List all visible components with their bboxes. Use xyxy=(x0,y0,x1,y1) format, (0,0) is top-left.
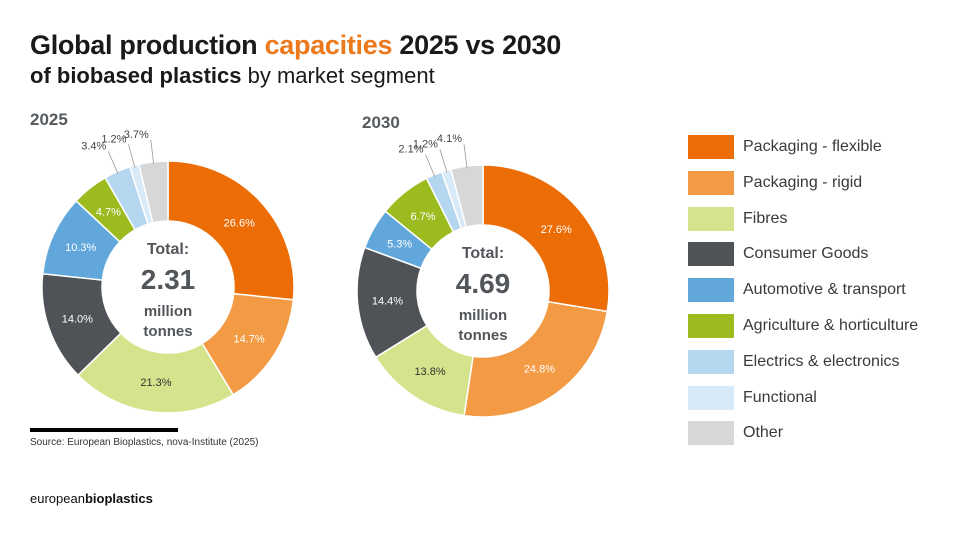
slice-label: 4.1% xyxy=(437,133,462,145)
donut-chart-2030: 27.6% 24.8% 13.8% 14.4% 5.3% 6.7% 2.1%1.2%4.1%… xyxy=(356,133,610,418)
legend-swatch xyxy=(688,135,734,159)
center-total-value: 4.69 xyxy=(456,268,511,299)
legend-swatch xyxy=(688,278,734,303)
chart-subtitle: of biobased plastics by market segment xyxy=(30,63,435,89)
slice-label: 3.7% xyxy=(124,129,149,141)
slice-label: 27.6% xyxy=(541,224,572,236)
leader-line xyxy=(128,144,136,168)
year-label-2030: 2030 xyxy=(362,113,400,132)
title-part2: 2025 vs 2030 xyxy=(392,30,561,60)
legend-item: Packaging - rigid xyxy=(688,170,918,195)
slice-label: 24.8% xyxy=(524,364,555,376)
legend-swatch xyxy=(688,206,734,231)
center-total-label: Total: xyxy=(462,245,504,262)
slice-label: 13.8% xyxy=(414,366,445,378)
legend-label: Packaging - flexible xyxy=(743,138,882,155)
donut-slice xyxy=(76,332,235,414)
legend-item: Fibres xyxy=(688,206,918,231)
legend-item: Packaging - flexible xyxy=(688,135,918,159)
legend-label: Automotive & transport xyxy=(743,281,906,299)
legend-swatch xyxy=(688,421,734,446)
legend-label: Electrics & electronics xyxy=(743,352,900,370)
slice-label: 21.3% xyxy=(140,377,171,389)
slice-label: 1.2% xyxy=(413,138,438,150)
slice-label: 6.7% xyxy=(410,211,435,223)
donut-slice xyxy=(463,300,609,418)
donut-slice xyxy=(482,164,610,313)
legend-item: Automotive & transport xyxy=(688,278,918,303)
donut-slice xyxy=(449,164,484,229)
leader-line xyxy=(463,144,468,169)
slice-label: 10.3% xyxy=(65,242,96,254)
legend-label: Packaging - rigid xyxy=(743,173,863,191)
legend-item: Consumer Goods xyxy=(688,242,918,267)
slice-label: 14.0% xyxy=(62,314,93,326)
legend-label: Agriculture & horticulture xyxy=(743,316,919,334)
slice-label: 14.7% xyxy=(234,333,265,345)
donut-chart-2025: 26.6% 14.7% 21.3% 14.0% 10.3% 4.7% 3.4%1.2%3.7… xyxy=(41,129,295,414)
leader-line xyxy=(150,139,155,164)
source-divider xyxy=(30,428,178,432)
legend-swatch xyxy=(688,385,734,410)
legend-item: Functional xyxy=(688,385,918,410)
subtitle-bold: of biobased plastics xyxy=(30,63,242,88)
brand-bold: bioplastics xyxy=(84,491,153,506)
slice-label: 14.4% xyxy=(372,296,403,308)
center-total-label: Total: xyxy=(147,241,189,258)
legend-label: Consumer Goods xyxy=(743,245,869,263)
brand-light: european xyxy=(30,491,85,506)
center-unit-million: million xyxy=(144,303,192,320)
legend-label: Functional xyxy=(743,388,817,406)
legend-item: Agriculture & horticulture xyxy=(688,313,919,338)
slice-label: 26.6% xyxy=(224,218,255,230)
donut-slice xyxy=(138,160,169,224)
legend-label: Other xyxy=(743,424,784,442)
legend-label: Fibres xyxy=(743,209,788,227)
slice-label: 5.3% xyxy=(387,238,412,250)
center-total-value: 2.31 xyxy=(141,264,196,295)
slice-label: 4.7% xyxy=(96,207,121,219)
leader-line xyxy=(107,151,119,174)
slice-label: 3.4% xyxy=(81,141,106,153)
legend-item: Electrics & electronics xyxy=(688,349,918,374)
title-highlight: capacities xyxy=(264,30,393,60)
chart-title: Global production capacities 2025 vs 203… xyxy=(30,30,561,61)
legend-swatch xyxy=(688,170,734,195)
subtitle-rest: by market segment xyxy=(241,63,435,88)
legend-swatch xyxy=(688,242,734,267)
center-unit-tonnes: tonnes xyxy=(458,327,507,344)
title-part1: Global production xyxy=(30,30,265,60)
brand-logo: europeanbioplastics xyxy=(30,491,153,506)
slice-label: 2.1% xyxy=(398,144,423,156)
center-unit-tonnes: tonnes xyxy=(143,323,192,340)
leader-line xyxy=(439,149,448,173)
legend-item: Other xyxy=(688,421,918,446)
legend: Packaging - flexible Packaging - rigid Fib… xyxy=(688,135,918,457)
center-unit-million: million xyxy=(459,307,507,324)
donut-slice xyxy=(167,160,295,301)
legend-swatch xyxy=(688,313,734,338)
year-label-2025: 2025 xyxy=(30,110,68,129)
legend-swatch xyxy=(688,349,734,374)
leader-line xyxy=(425,154,436,177)
slice-label: 1.2% xyxy=(101,133,126,145)
source-note: Source: European Bioplastics, nova-Insti… xyxy=(30,437,259,448)
